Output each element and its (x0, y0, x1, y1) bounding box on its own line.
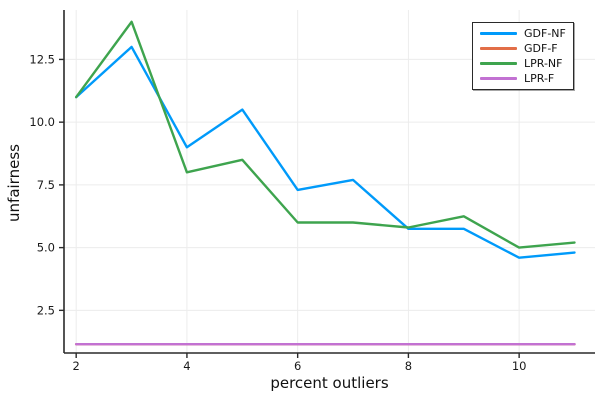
legend-swatch-lpr-nf (480, 62, 517, 65)
legend-swatch-gdf-f (480, 47, 517, 50)
y-tick-label: 7.5 (37, 178, 55, 192)
legend-label: GDF-NF (524, 27, 566, 40)
legend-item-lpr-f: LPR-F (480, 72, 566, 85)
legend-item-gdf-nf: GDF-NF (480, 27, 566, 40)
y-tick-label: 10.0 (29, 115, 55, 129)
legend-label: LPR-NF (524, 57, 563, 70)
x-tick-label: 6 (294, 359, 301, 373)
legend: GDF-NF GDF-F LPR-NF LPR-F (472, 22, 574, 90)
legend-swatch-gdf-nf (480, 32, 517, 35)
legend-label: LPR-F (524, 72, 555, 85)
y-tick-label: 12.5 (29, 52, 55, 66)
legend-item-gdf-f: GDF-F (480, 42, 566, 55)
legend-label: GDF-F (524, 42, 558, 55)
x-tick-label: 2 (73, 359, 80, 373)
y-axis-label: unfairness (5, 144, 23, 222)
x-tick-label: 10 (512, 359, 527, 373)
y-tick-label: 2.5 (37, 303, 55, 317)
x-tick-label: 4 (183, 359, 190, 373)
x-axis-label: percent outliers (270, 374, 389, 392)
legend-swatch-lpr-f (480, 77, 517, 80)
y-tick-label: 5.0 (37, 241, 55, 255)
legend-item-lpr-nf: LPR-NF (480, 57, 566, 70)
x-tick-label: 8 (405, 359, 412, 373)
series-line-lpr-nf (74, 20, 576, 249)
